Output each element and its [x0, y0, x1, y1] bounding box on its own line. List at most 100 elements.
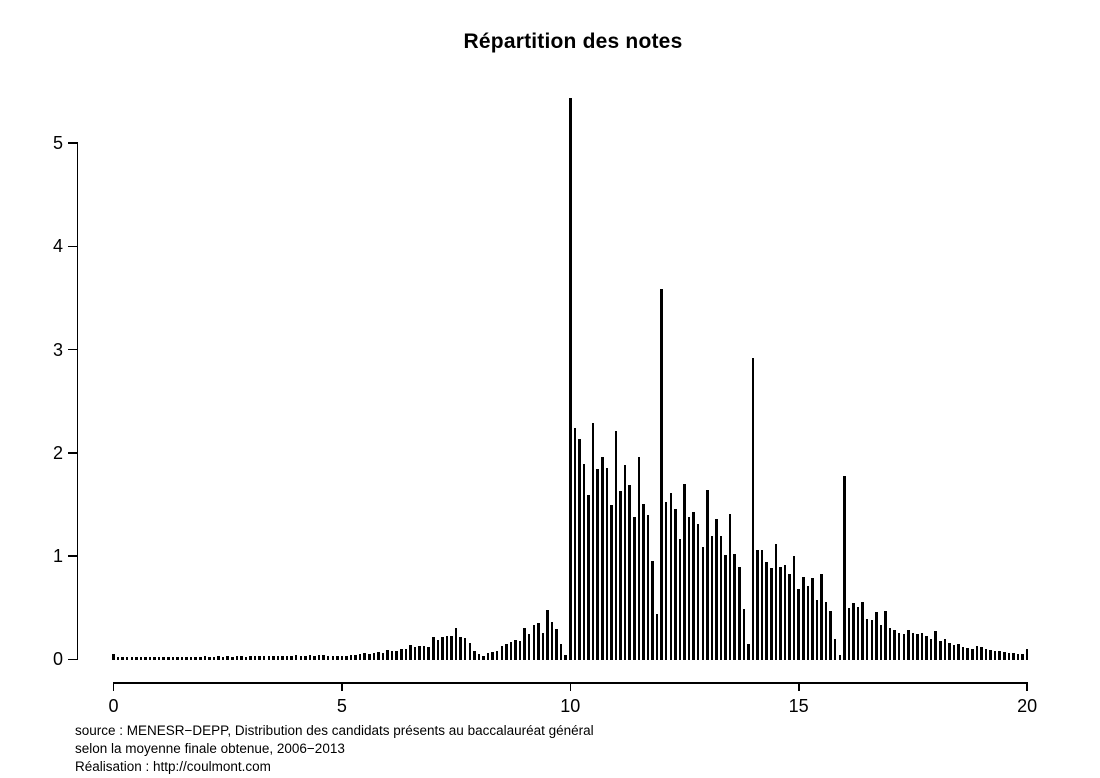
bar: [299, 655, 303, 660]
bar: [441, 637, 444, 660]
bar: [555, 629, 558, 660]
bar: [875, 611, 878, 660]
bar: [628, 484, 631, 660]
bar: [445, 635, 449, 660]
bar: [523, 628, 526, 660]
bar: [313, 655, 316, 660]
bar: [541, 632, 545, 660]
bar: [208, 656, 211, 660]
bar: [125, 657, 129, 660]
bar: [331, 656, 335, 660]
bar: [838, 655, 842, 660]
bar: [153, 657, 156, 660]
caption-line-realisation: Réalisation : http://coulmont.com: [75, 759, 271, 774]
bar: [226, 656, 229, 660]
y-axis-tick: [67, 658, 78, 660]
bar: [381, 653, 385, 660]
bar: [765, 562, 768, 660]
y-axis-tick: [67, 245, 78, 247]
bar: [783, 565, 787, 660]
bar: [317, 655, 321, 660]
bar: [820, 573, 823, 660]
bar: [811, 577, 814, 660]
bar: [189, 657, 193, 660]
bar: [358, 654, 362, 660]
bar: [879, 625, 883, 660]
bar: [664, 502, 668, 660]
bar: [203, 656, 207, 660]
bar: [468, 642, 472, 660]
bar: [550, 622, 554, 660]
bar: [916, 633, 919, 660]
bar: [952, 644, 956, 660]
bar: [463, 637, 467, 660]
y-axis-tick: [67, 452, 78, 454]
bar: [948, 642, 951, 660]
y-tick-label: 1: [52, 546, 63, 566]
bar: [148, 657, 152, 660]
bar: [975, 645, 979, 660]
bar: [354, 655, 357, 660]
bar: [130, 657, 134, 660]
bar: [852, 602, 855, 660]
bar: [249, 656, 252, 660]
bar: [386, 650, 389, 660]
bar: [537, 623, 540, 660]
bar: [742, 608, 746, 660]
bar: [390, 651, 394, 660]
x-tick-label: 20: [1017, 696, 1038, 716]
bar: [212, 656, 216, 660]
bar: [167, 657, 170, 660]
bar: [989, 650, 992, 660]
bar: [116, 657, 120, 660]
bar: [651, 561, 654, 660]
bar: [884, 610, 887, 660]
bar: [482, 655, 485, 660]
bar: [409, 645, 412, 660]
bar: [495, 650, 499, 660]
bar: [774, 543, 778, 660]
bar: [843, 475, 846, 660]
bar: [1012, 653, 1015, 660]
bar: [724, 555, 727, 660]
bar: [833, 638, 837, 660]
bar: [418, 646, 421, 660]
bar: [349, 655, 353, 660]
bar: [706, 490, 709, 660]
bar: [943, 638, 947, 660]
bar: [162, 657, 165, 660]
y-tick-label: 2: [52, 442, 63, 463]
bar: [262, 656, 266, 660]
bar: [596, 469, 599, 660]
bar: [157, 656, 161, 660]
bar: [290, 655, 293, 660]
bar: [920, 632, 924, 660]
bar: [427, 646, 430, 660]
bar: [870, 620, 874, 660]
bar: [578, 439, 581, 660]
bar: [176, 657, 179, 660]
bar: [518, 640, 522, 660]
bar: [294, 655, 298, 660]
bar: [139, 657, 143, 660]
bar: [925, 635, 928, 660]
bar: [806, 586, 810, 660]
bar: [815, 600, 819, 660]
bar: [363, 653, 366, 660]
bar: [683, 483, 686, 660]
bar: [637, 456, 641, 660]
bar: [144, 657, 147, 660]
bar: [527, 633, 531, 660]
bar: [728, 513, 732, 660]
bar: [500, 646, 504, 660]
bar: [432, 636, 435, 660]
bar: [304, 655, 307, 660]
bar: [633, 516, 636, 660]
x-axis-tick: [1026, 682, 1028, 691]
bar: [610, 505, 613, 660]
bar: [231, 656, 234, 660]
bar: [436, 639, 440, 660]
bar: [797, 589, 800, 660]
bar: [733, 554, 736, 660]
bar: [473, 650, 476, 660]
